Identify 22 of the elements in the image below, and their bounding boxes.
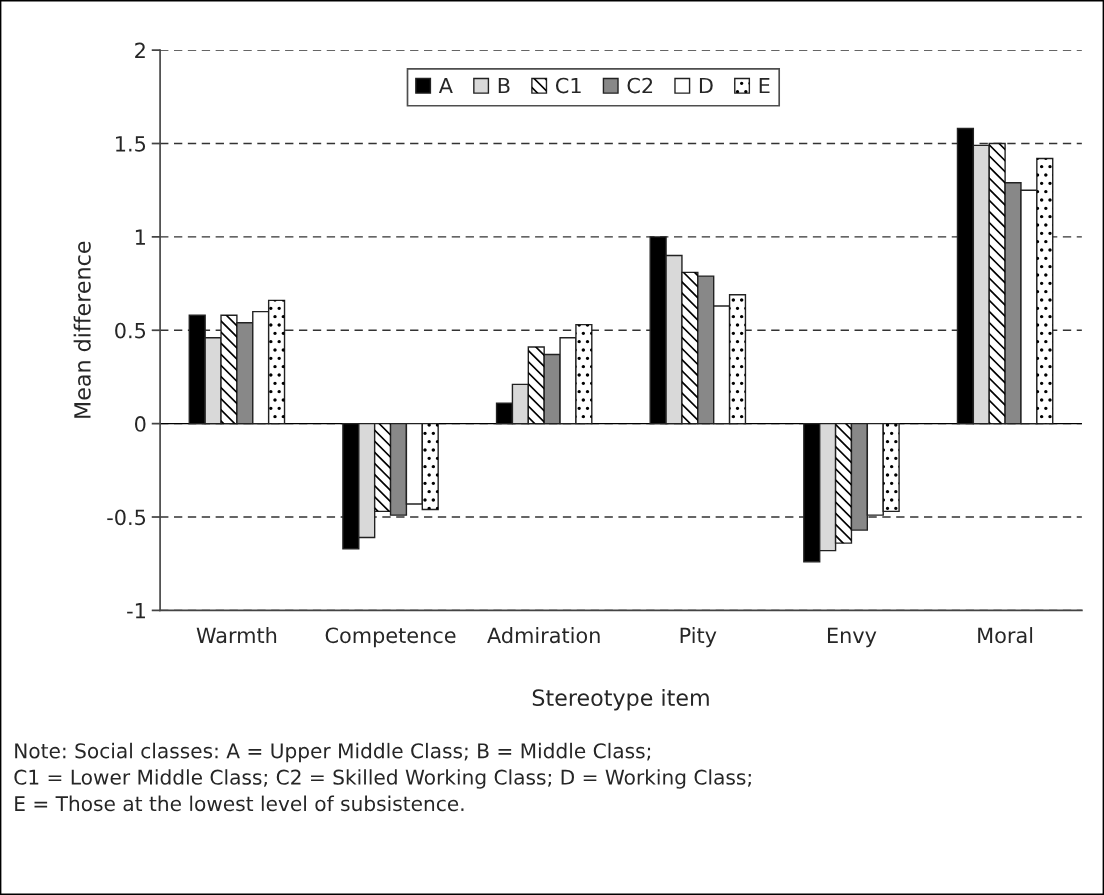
legend-label: A — [438, 77, 453, 94]
x-tick-label: Warmth — [196, 627, 277, 644]
legend-label: E — [759, 77, 770, 94]
x-tick-label: Pity — [680, 627, 717, 648]
x-tick-label: Competence — [325, 627, 456, 648]
y-tick-label: 1 — [135, 229, 145, 245]
y-tick-label: 0.5 — [115, 322, 146, 339]
x-tick-label: Envy — [827, 627, 877, 648]
legend-label: B — [498, 77, 510, 94]
x-tick-label: Moral — [978, 627, 1033, 644]
legend-label: D — [699, 77, 713, 94]
y-tick-label: 2 — [135, 42, 145, 59]
y-tick-label: -1 — [127, 603, 145, 619]
y-tick-label: 1.5 — [116, 136, 146, 152]
x-axis-title: Stereotype item — [532, 688, 709, 711]
legend-label: C2 — [627, 77, 653, 94]
legend-label: C1 — [555, 77, 581, 94]
text: Note: Social classes: A = Upper Middle Class; B = Middle Class; C1 = Lower Middle Class; C2 = Skilled Working Class; D = Working Class; E = Those at the lowest level of subsistence. — [14, 742, 751, 812]
x-tick-label: Admiration — [487, 627, 600, 644]
y-tick-label: -0.5 — [107, 509, 146, 526]
y-tick-label: 0 — [135, 416, 146, 432]
y-axis-title: Mean difference — [73, 241, 91, 418]
